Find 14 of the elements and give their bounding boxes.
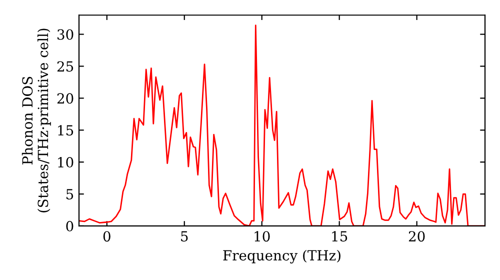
y-tick-label: 30 [58, 29, 74, 40]
y-tick-label: 10 [58, 157, 74, 168]
y-axis-title: Phonon DOS (States/THz·primitive cell) [22, 28, 51, 212]
y-tick-label: 25 [57, 61, 74, 72]
x-tick-label: 10 [254, 231, 270, 242]
y-tick-label: 20 [57, 93, 74, 104]
x-tick-label: 5 [181, 231, 188, 242]
x-axis-title: Frequency (THz) [223, 250, 340, 264]
y-tick-label: 5 [66, 189, 74, 200]
x-tick-label: 0 [103, 231, 110, 242]
y-tick-label: 0 [66, 220, 74, 232]
x-tick-label: 20 [408, 231, 425, 242]
y-tick-label: 15 [58, 125, 74, 136]
x-tick-label: 15 [332, 231, 348, 242]
